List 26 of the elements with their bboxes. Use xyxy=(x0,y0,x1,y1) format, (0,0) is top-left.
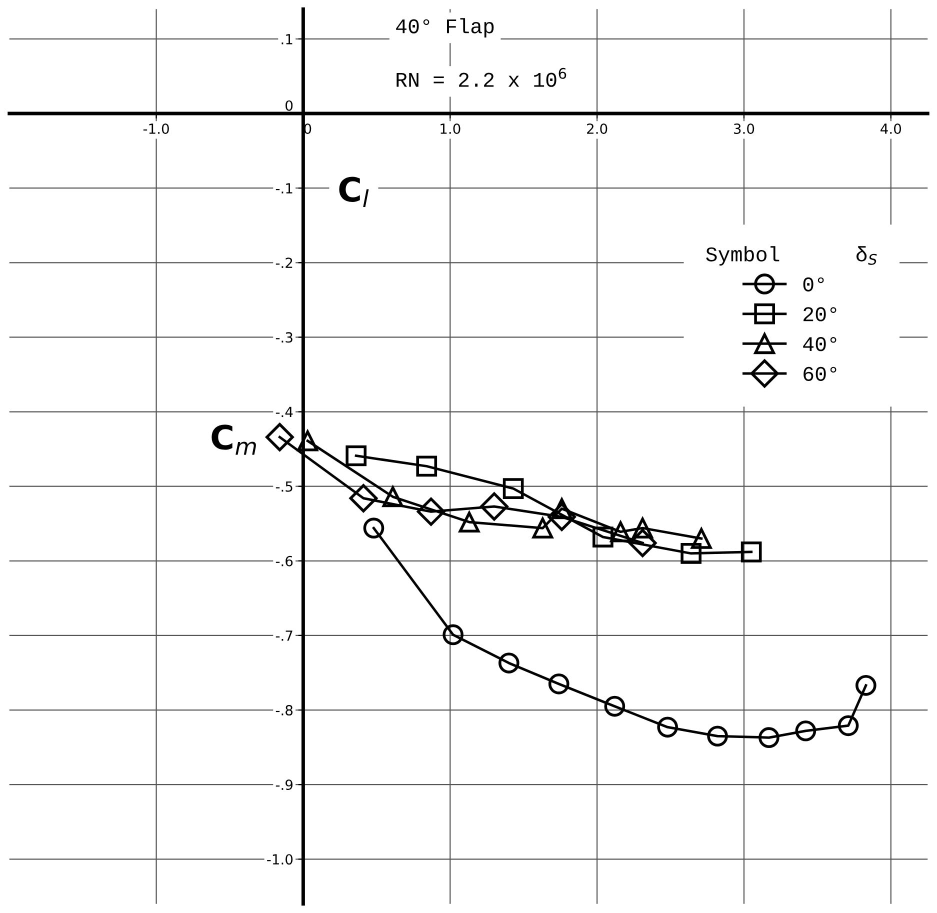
y-tick-label: -.8 xyxy=(276,704,293,716)
legend-label: 0° xyxy=(803,277,824,292)
y-tick-label: -.3 xyxy=(276,332,292,343)
y-tick-label: -.7 xyxy=(276,630,292,641)
y-tick-label: -.5 xyxy=(276,481,292,492)
y-axis-title: C$_{m}$ xyxy=(212,424,256,455)
y-tick-label: -.6 xyxy=(276,556,293,566)
y-tick-label: -1.0 xyxy=(267,854,293,865)
x-tick-label: 2.0 xyxy=(587,123,608,134)
x-tick-label: 4.0 xyxy=(880,123,902,134)
x-tick-label: -1.0 xyxy=(143,123,169,134)
x-tick-label: 1.0 xyxy=(440,123,460,134)
chart-title: 40° Flap xyxy=(396,18,494,38)
legend-label: 60° xyxy=(804,366,836,381)
text: RN = 2.2 x 10$^{6}$ xyxy=(396,68,566,87)
x-axis-title: C$_{l}$ xyxy=(339,176,369,207)
legend-title: Symbol δ$_{S}$ xyxy=(706,246,877,266)
y-tick-label: -.1 xyxy=(276,183,292,194)
y-tick-label: -.9 xyxy=(276,780,293,790)
y-tick-label: .1 xyxy=(282,34,292,44)
y-tick-label: -.2 xyxy=(276,258,292,268)
legend-label: 40° xyxy=(803,337,836,352)
y-tick-label: 0 xyxy=(286,100,293,111)
y-tick-label: -.4 xyxy=(276,406,293,418)
x-tick-label: 3.0 xyxy=(734,123,754,134)
legend-label: 20° xyxy=(804,307,836,322)
